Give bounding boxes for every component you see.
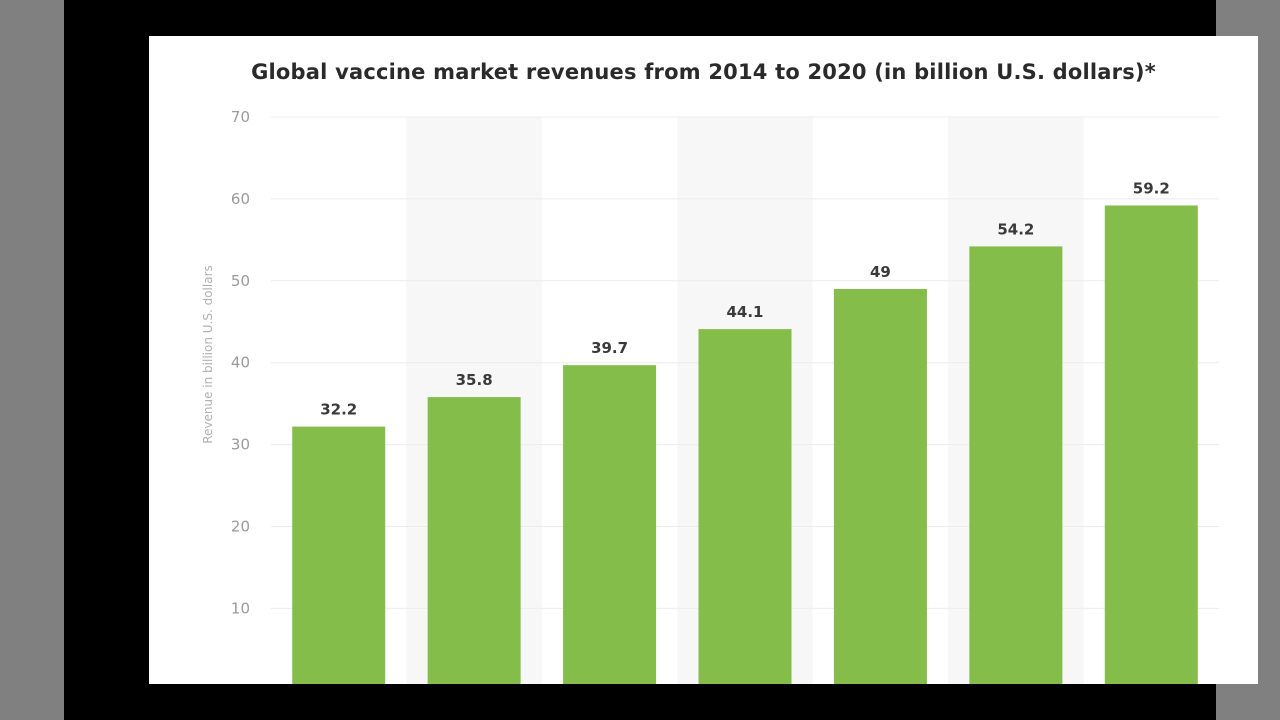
video-frame: Global vaccine market revenues from 2014… xyxy=(64,0,1258,720)
y-tick-label: 0 xyxy=(240,681,250,684)
data-label: 32.2 xyxy=(320,401,357,419)
y-tick-label: 20 xyxy=(231,518,250,536)
data-label: 59.2 xyxy=(1133,179,1170,197)
bar xyxy=(427,397,521,684)
bar xyxy=(969,246,1063,684)
data-label: 35.8 xyxy=(456,371,493,389)
y-tick-label: 30 xyxy=(231,436,250,454)
y-tick-label: 10 xyxy=(231,599,250,617)
bars xyxy=(292,205,1198,684)
y-tick-label: 50 xyxy=(231,272,250,290)
bar xyxy=(833,288,927,684)
y-tick-label: 40 xyxy=(231,354,250,372)
bar xyxy=(698,329,792,684)
data-label: 49 xyxy=(870,263,891,281)
bar xyxy=(1104,205,1198,684)
y-axis-label: Revenue in billion U.S. dollars xyxy=(201,265,215,444)
chart-card: Global vaccine market revenues from 2014… xyxy=(149,36,1258,684)
data-label: 39.7 xyxy=(591,339,628,357)
bar-chart: 0 10 20 30 40 50 60 70 Revenue in billion U.S. … xyxy=(201,108,1219,684)
y-axis-ticks: 0 10 20 30 40 50 60 70 xyxy=(231,108,250,684)
chart-title: Global vaccine market revenues from 2014… xyxy=(251,60,1156,84)
y-tick-label: 70 xyxy=(231,108,250,126)
bar xyxy=(292,426,386,684)
data-label: 54.2 xyxy=(997,220,1034,238)
bar xyxy=(563,365,657,684)
value-labels: 32.2 35.8 39.7 44.1 49 54.2 59.2 xyxy=(320,179,1170,418)
y-tick-label: 60 xyxy=(231,190,250,208)
data-label: 44.1 xyxy=(726,303,763,321)
